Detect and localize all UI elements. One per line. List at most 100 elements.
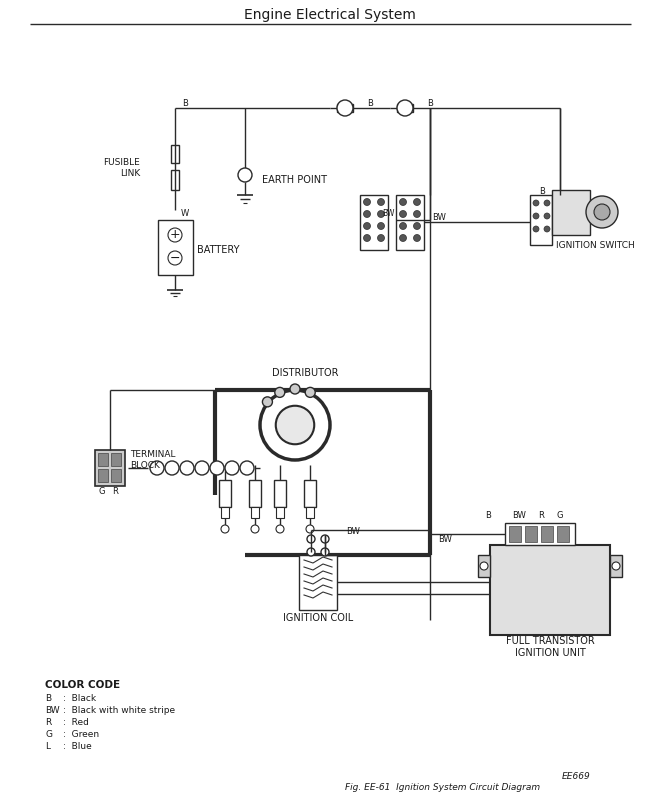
- Text: B: B: [485, 510, 491, 519]
- Bar: [509, 526, 521, 542]
- Circle shape: [260, 390, 330, 460]
- Circle shape: [240, 461, 254, 475]
- Bar: [552, 190, 590, 235]
- Circle shape: [414, 198, 420, 206]
- Text: BATTERY: BATTERY: [197, 245, 239, 255]
- Bar: [276, 507, 284, 518]
- Circle shape: [586, 196, 618, 228]
- Circle shape: [307, 548, 315, 556]
- Text: :  Red: : Red: [63, 718, 89, 727]
- Circle shape: [276, 406, 314, 444]
- Circle shape: [414, 234, 420, 242]
- Text: G: G: [45, 730, 52, 739]
- Circle shape: [612, 562, 620, 570]
- Circle shape: [399, 210, 407, 218]
- Circle shape: [397, 100, 413, 116]
- Bar: [251, 507, 259, 518]
- Bar: [505, 523, 575, 545]
- Circle shape: [251, 525, 259, 533]
- Text: R: R: [538, 510, 544, 519]
- Circle shape: [399, 198, 407, 206]
- Text: −: −: [170, 251, 180, 265]
- Bar: [525, 526, 537, 542]
- Text: G: G: [557, 510, 563, 519]
- Circle shape: [399, 234, 407, 242]
- Text: BW: BW: [45, 706, 59, 715]
- Circle shape: [276, 525, 284, 533]
- Circle shape: [533, 213, 539, 219]
- Text: :  Black with white stripe: : Black with white stripe: [63, 706, 175, 715]
- Circle shape: [480, 562, 488, 570]
- Bar: [299, 555, 337, 610]
- Bar: [490, 545, 610, 635]
- Text: :  Blue: : Blue: [63, 742, 92, 751]
- Circle shape: [337, 100, 353, 116]
- Text: IGNITION SWITCH: IGNITION SWITCH: [556, 241, 635, 250]
- Circle shape: [321, 548, 329, 556]
- Bar: [541, 526, 553, 542]
- Text: +: +: [170, 229, 180, 242]
- Bar: [111, 453, 121, 466]
- Circle shape: [377, 234, 385, 242]
- Text: BW: BW: [382, 210, 394, 218]
- Circle shape: [290, 384, 300, 394]
- Circle shape: [377, 210, 385, 218]
- Circle shape: [238, 168, 252, 182]
- Bar: [530, 195, 552, 245]
- Bar: [306, 507, 314, 518]
- Text: COLOR CODE: COLOR CODE: [45, 680, 120, 690]
- Bar: [478, 555, 490, 577]
- Bar: [98, 469, 108, 482]
- Circle shape: [364, 234, 371, 242]
- Circle shape: [377, 198, 385, 206]
- Circle shape: [533, 200, 539, 206]
- Text: :  Black: : Black: [63, 694, 96, 703]
- Circle shape: [414, 222, 420, 230]
- Text: Engine Electrical System: Engine Electrical System: [244, 8, 416, 22]
- Text: IGNITION COIL: IGNITION COIL: [283, 613, 353, 623]
- Circle shape: [180, 461, 194, 475]
- Text: R: R: [45, 718, 52, 727]
- Text: B: B: [182, 98, 188, 107]
- Text: BW: BW: [346, 527, 360, 537]
- Circle shape: [307, 535, 315, 543]
- Bar: [171, 170, 179, 190]
- Circle shape: [544, 226, 550, 232]
- Circle shape: [195, 461, 209, 475]
- Circle shape: [168, 228, 182, 242]
- Text: B: B: [367, 98, 373, 107]
- Text: B: B: [427, 98, 433, 107]
- Bar: [337, 104, 353, 112]
- Bar: [360, 195, 388, 250]
- Text: EARTH POINT: EARTH POINT: [262, 175, 327, 185]
- Bar: [171, 145, 179, 163]
- Text: EE669: EE669: [561, 772, 590, 781]
- Circle shape: [210, 461, 224, 475]
- Circle shape: [399, 222, 407, 230]
- Text: FUSIBLE
LINK: FUSIBLE LINK: [103, 158, 140, 178]
- Text: BW: BW: [432, 213, 446, 222]
- Circle shape: [364, 198, 371, 206]
- Text: BW: BW: [512, 510, 526, 519]
- Bar: [397, 104, 413, 112]
- Circle shape: [414, 210, 420, 218]
- Bar: [95, 450, 125, 486]
- Text: W: W: [181, 209, 189, 218]
- Circle shape: [165, 461, 179, 475]
- Bar: [219, 480, 231, 507]
- Text: B: B: [45, 694, 51, 703]
- Circle shape: [377, 222, 385, 230]
- Circle shape: [225, 461, 239, 475]
- Circle shape: [305, 387, 315, 398]
- Circle shape: [594, 204, 610, 220]
- Circle shape: [168, 251, 182, 265]
- Text: :  Green: : Green: [63, 730, 99, 739]
- Circle shape: [275, 387, 285, 398]
- Circle shape: [150, 461, 164, 475]
- Bar: [98, 453, 108, 466]
- Circle shape: [533, 226, 539, 232]
- Text: R: R: [112, 487, 118, 497]
- Circle shape: [262, 397, 272, 407]
- Circle shape: [306, 525, 314, 533]
- Circle shape: [544, 200, 550, 206]
